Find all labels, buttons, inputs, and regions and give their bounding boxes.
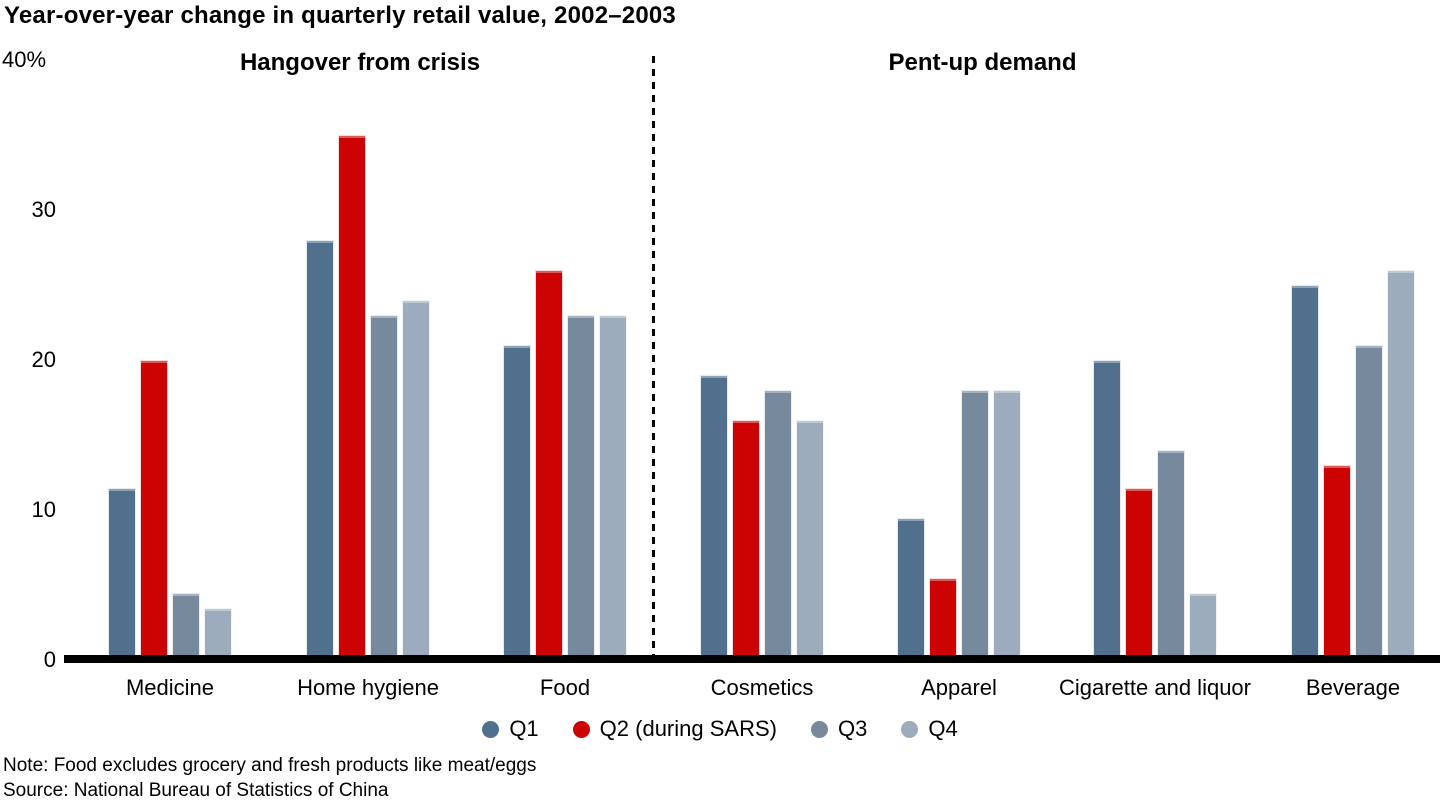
legend-label: Q2 (during SARS) xyxy=(599,716,777,741)
bar-q2-food xyxy=(535,270,563,660)
legend-label: Q4 xyxy=(928,716,958,741)
bar-q3-food xyxy=(567,315,595,660)
legend-item-q2: Q2 (during SARS) xyxy=(572,716,777,742)
legend-item-q1: Q1 xyxy=(482,716,539,742)
category-label-cosmetics: Cosmetics xyxy=(710,675,814,700)
legend-item-q4: Q4 xyxy=(901,716,958,742)
bar-q1-apparel xyxy=(897,517,925,660)
category-label-beverage: Beverage xyxy=(1305,675,1401,700)
category-label-apparel: Apparel xyxy=(921,675,997,700)
bar-q3-cigarette-and-liquor xyxy=(1157,450,1185,660)
bar-q4-beverage xyxy=(1387,270,1415,660)
bar-q3-beverage xyxy=(1355,345,1383,660)
bar-q2-beverage xyxy=(1323,465,1351,660)
legend-label: Q3 xyxy=(837,716,868,741)
footnote: Note: Food excludes grocery and fresh pr… xyxy=(3,755,537,776)
section-header-hangover: Hangover from crisis xyxy=(239,49,481,76)
category-label-food: Food xyxy=(539,675,591,700)
bar-q3-cosmetics xyxy=(764,390,792,660)
bar-group-cosmetics xyxy=(700,375,824,660)
bar-group-beverage xyxy=(1291,270,1415,660)
category-label-cigarette-and-liquor: Cigarette and liquor xyxy=(1058,675,1251,700)
x-axis-baseline xyxy=(64,655,1440,663)
bar-q3-apparel xyxy=(961,390,989,660)
bar-q2-apparel xyxy=(929,577,957,660)
legend-marker-icon xyxy=(572,720,590,738)
bar-q3-home-hygiene xyxy=(370,315,398,660)
bar-q4-medicine xyxy=(204,607,232,660)
legend-marker-icon xyxy=(901,720,919,738)
y-tick-10: 10 xyxy=(31,497,56,522)
bar-q2-medicine xyxy=(140,360,168,660)
bar-q1-cosmetics xyxy=(700,375,728,660)
bar-group-apparel xyxy=(897,390,1021,660)
bar-group-home-hygiene xyxy=(306,135,430,660)
bar-q2-cosmetics xyxy=(732,420,760,660)
chart-title: Year-over-year change in quarterly retai… xyxy=(4,2,676,29)
category-label-home-hygiene: Home hygiene xyxy=(297,675,439,700)
legend-marker-icon xyxy=(482,720,500,738)
bar-q1-beverage xyxy=(1291,285,1319,660)
source-note: Source: National Bureau of Statistics of… xyxy=(3,780,389,801)
legend: Q1 Q2 (during SARS) Q3 Q4 xyxy=(0,716,1440,742)
y-axis-max-label: 40% xyxy=(2,47,47,72)
bar-group-cigarette-and-liquor xyxy=(1093,360,1217,660)
bar-q4-food xyxy=(599,315,627,660)
y-tick-0: 0 xyxy=(43,647,56,672)
bar-q1-cigarette-and-liquor xyxy=(1093,360,1121,660)
bar-q4-cosmetics xyxy=(796,420,824,660)
section-divider-dashed-line xyxy=(652,56,655,655)
section-header-pentup: Pent-up demand xyxy=(888,49,1077,76)
bar-q1-food xyxy=(503,345,531,660)
bar-q2-home-hygiene xyxy=(338,135,366,660)
bar-group-food xyxy=(503,270,627,660)
bar-group-medicine xyxy=(108,360,232,660)
legend-marker-icon xyxy=(810,720,828,738)
bar-q3-medicine xyxy=(172,592,200,660)
bar-q4-cigarette-and-liquor xyxy=(1189,592,1217,660)
legend-item-q3: Q3 xyxy=(810,716,868,742)
legend-label: Q1 xyxy=(509,716,539,741)
bar-q1-home-hygiene xyxy=(306,240,334,660)
bar-q4-home-hygiene xyxy=(402,300,430,660)
y-tick-20: 20 xyxy=(31,347,56,372)
y-tick-30: 30 xyxy=(31,197,56,222)
bar-q4-apparel xyxy=(993,390,1021,660)
bar-q1-medicine xyxy=(108,487,136,660)
category-label-medicine: Medicine xyxy=(125,675,215,700)
bar-q2-cigarette-and-liquor xyxy=(1125,487,1153,660)
